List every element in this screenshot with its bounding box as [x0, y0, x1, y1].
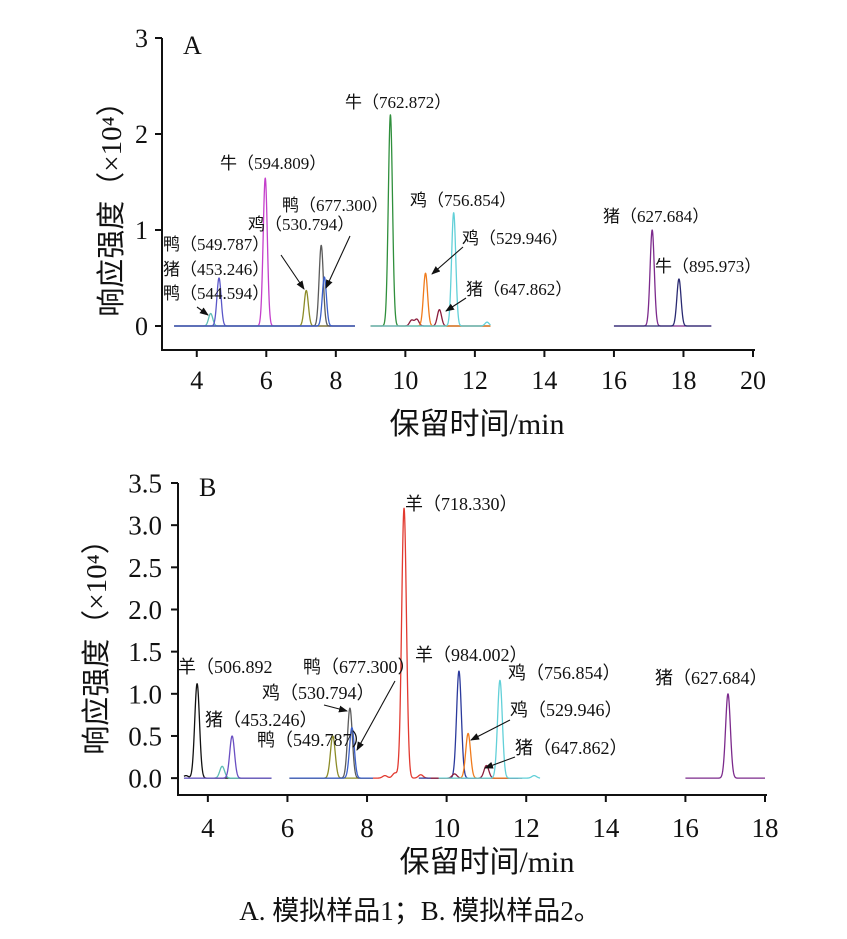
peak-label: 牛（895.973） — [655, 257, 761, 276]
x-tick-label: 6 — [281, 813, 295, 843]
peak-label: 鸡（529.946） — [510, 700, 623, 720]
peak-label: 羊（506.892 — [178, 657, 273, 677]
peak-label: 猪（453.246） — [163, 260, 269, 279]
chart-panel-b: 4 6 8 10 12 14 16 18 0.0 0.5 1.0 1.5 2.0 2.5 3.0 3.5 保留时… — [80, 468, 779, 879]
peak-label: 猪（627.684） — [603, 207, 709, 226]
x-tick-label: 8 — [360, 813, 374, 843]
peak-label: 鸡（529.946） — [462, 229, 568, 248]
y-tick-label: 0.5 — [128, 721, 162, 751]
x-tick-label: 4 — [190, 366, 203, 395]
x-tick-label: 10 — [433, 813, 460, 843]
trace-line — [288, 726, 374, 779]
trace-line — [438, 679, 541, 779]
peak-label: 鸭（549.787） — [257, 730, 370, 750]
peak-label: 牛（762.872） — [345, 93, 451, 112]
peak-label: 鸡（756.854） — [410, 191, 516, 210]
x-tick-label: 16 — [601, 366, 627, 395]
x-tick-label: 14 — [531, 366, 557, 395]
x-tick-label: 14 — [592, 813, 620, 843]
y-tick-label: 3.0 — [128, 511, 162, 541]
traces — [183, 507, 766, 779]
traces — [173, 114, 712, 327]
y-tick-label: 1 — [135, 216, 148, 245]
peak-label: 猪（647.862） — [466, 280, 572, 299]
x-tick-label: 12 — [462, 366, 488, 395]
chromatogram-figure: 4 6 8 10 12 14 16 18 200123保留时间/min响应强度（×10⁴）A牛（… — [80, 24, 779, 879]
y-tick-label: 3.5 — [128, 468, 162, 498]
peak-label: 猪（453.246） — [205, 710, 318, 730]
chart-panel-a: 4 6 8 10 12 14 16 18 200123保留时间/min响应强度（×10⁴）A牛（… — [95, 24, 766, 441]
peak-label: 猪（647.862） — [515, 738, 628, 758]
x-axis-label: 保留时间/min — [389, 408, 564, 441]
y-tick-label: 0.0 — [128, 764, 162, 794]
figure-caption: A. 模拟样品1；B. 模拟样品2。 — [239, 896, 601, 926]
peak-label: 鸡（530.794） — [262, 683, 375, 703]
trace-line — [372, 507, 446, 779]
x-tick-label: 6 — [260, 366, 273, 395]
peak-label: 牛（594.809） — [220, 154, 326, 173]
trace-line — [418, 670, 519, 779]
annotation-arrow — [323, 704, 348, 713]
peak-label: 鸭（677.300） — [282, 196, 388, 215]
peak-label: 鸡（530.794） — [248, 215, 354, 234]
y-tick-label: 1.5 — [128, 637, 162, 667]
annotation-arrow — [431, 246, 464, 275]
peak-label: 鸭（677.300） — [303, 657, 416, 677]
x-tick-label: 8 — [329, 366, 342, 395]
annotation-arrow — [356, 680, 396, 751]
peak-label: 鸭（544.594） — [163, 284, 269, 303]
y-axis-label: 响应强度（×10⁴） — [80, 525, 113, 754]
x-tick-label: 16 — [672, 813, 699, 843]
trace-line — [173, 276, 356, 327]
x-tick-label: 18 — [752, 813, 779, 843]
x-tick-label: 10 — [392, 366, 418, 395]
peak-annotations: 牛（762.872） 牛（594.809） 鸭（677.300）鸡（530.794）… — [163, 93, 761, 316]
trace-line — [613, 278, 712, 327]
peak-label: 猪（627.684） — [655, 668, 768, 688]
annotation-arrow — [196, 306, 209, 316]
y-axis-label: 响应强度（×10⁴） — [95, 87, 128, 316]
x-tick-label: 18 — [670, 366, 696, 395]
peak-annotations: 羊（718.330） 羊（506.892 猪（453.246） 鸭（677.300） 鸡… — [178, 494, 768, 769]
x-tick-label: 20 — [740, 366, 766, 395]
x-tick-label: 4 — [201, 813, 215, 843]
trace-line — [370, 212, 491, 327]
peak-label: 羊（718.330） — [405, 494, 518, 514]
y-tick-label: 3 — [135, 24, 148, 53]
annotation-arrow — [484, 756, 516, 769]
peak-label: 鸡（756.854） — [508, 663, 621, 683]
x-axis-label: 保留时间/min — [399, 846, 574, 879]
trace-line — [438, 732, 511, 779]
y-tick-label: 2 — [135, 120, 148, 149]
trace-line — [613, 229, 712, 327]
peak-label: 鸭（549.787） — [163, 235, 269, 254]
trace-line — [430, 764, 523, 779]
annotation-arrow — [280, 254, 305, 290]
y-tick-label: 1.0 — [128, 679, 162, 709]
y-tick-label: 0 — [135, 312, 148, 341]
annotation-arrow — [445, 297, 467, 312]
annotation-arrow — [470, 719, 511, 741]
panel-label: A — [183, 31, 202, 60]
trace-line — [183, 735, 273, 779]
y-tick-label: 2.5 — [128, 553, 162, 583]
y-tick-label: 2.0 — [128, 595, 162, 625]
trace-line — [684, 693, 766, 779]
x-tick-label: 12 — [513, 813, 540, 843]
panel-label: B — [199, 473, 216, 502]
annotation-arrow — [325, 235, 351, 289]
peak-label: 羊（984.002） — [415, 645, 528, 665]
